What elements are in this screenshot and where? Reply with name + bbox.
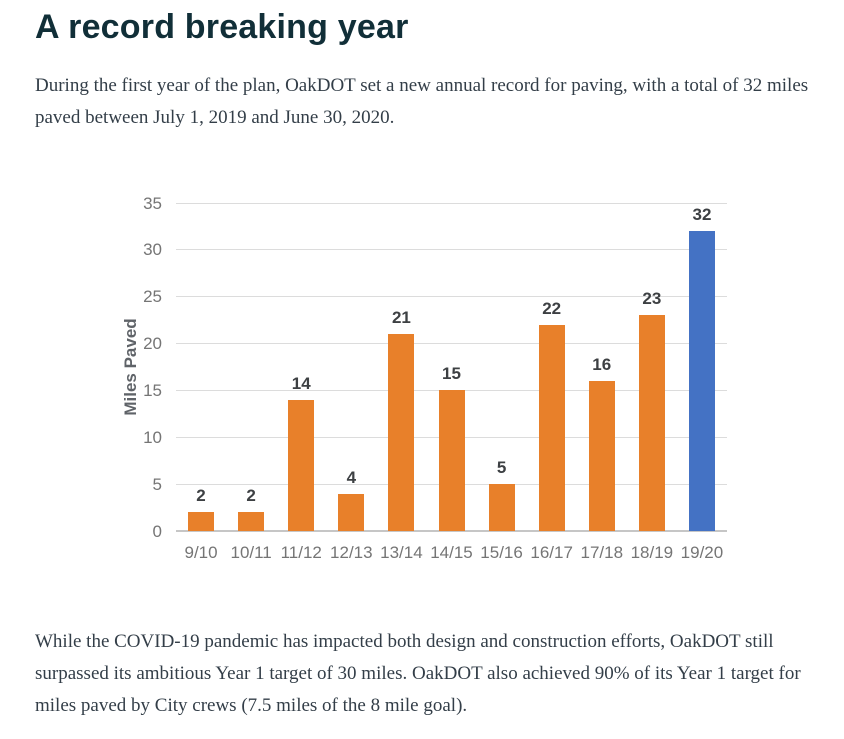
- gridline: [176, 249, 727, 251]
- x-tick-label: 19/20: [680, 543, 724, 562]
- bar: [688, 231, 715, 531]
- bar-value-label: 4: [346, 467, 357, 487]
- x-tick-label: 10/11: [230, 543, 272, 562]
- bar: [288, 399, 315, 531]
- bar: [488, 484, 515, 531]
- intro-paragraph: During the first year of the plan, OakDO…: [35, 75, 809, 128]
- gridline: [176, 389, 727, 391]
- bar-value-label: 23: [642, 289, 662, 309]
- gridline: [176, 436, 727, 438]
- bar: [638, 315, 665, 531]
- bar: [188, 512, 215, 531]
- x-tick-label: 16/17: [530, 543, 573, 562]
- x-tick-label: 12/13: [330, 543, 373, 562]
- bar-value-label: 14: [291, 373, 311, 393]
- y-tick-label: 25: [143, 287, 162, 307]
- gridline: [176, 296, 727, 298]
- page-title: A record breaking year: [35, 8, 409, 46]
- y-tick-label: 20: [143, 334, 162, 354]
- bar: [238, 512, 265, 531]
- x-tick-label: 14/15: [430, 543, 473, 562]
- bar: [538, 324, 565, 531]
- x-tick-label: 18/19: [630, 543, 674, 562]
- gridline: [176, 483, 727, 485]
- y-tick-label: 35: [143, 193, 162, 213]
- y-tick-label: 0: [152, 521, 162, 541]
- x-tick-label: 11/12: [280, 543, 322, 562]
- bar: [588, 381, 615, 531]
- bar-value-label: 16: [592, 355, 612, 375]
- y-tick-label: 15: [143, 380, 162, 400]
- y-tick-label: 5: [152, 474, 162, 494]
- bar: [338, 493, 365, 531]
- y-tick-label: 30: [143, 240, 162, 260]
- y-tick-label: 10: [143, 427, 162, 447]
- bar-value-label: 32: [692, 205, 712, 225]
- gridline: [176, 343, 727, 345]
- gridline: [176, 202, 727, 204]
- y-axis-title: Miles Paved: [121, 318, 140, 416]
- x-tick-label: 15/16: [480, 543, 523, 562]
- bar-value-label: 21: [391, 308, 411, 328]
- bar-value-label: 2: [246, 486, 256, 506]
- x-tick-label: 13/14: [380, 543, 423, 562]
- bar: [388, 334, 415, 531]
- bar: [438, 390, 465, 531]
- bar-value-label: 5: [496, 458, 507, 478]
- outro-paragraph: While the COVID-19 pandemic has impacted…: [35, 631, 801, 716]
- bar-value-label: 22: [542, 298, 562, 318]
- bar-value-label: 15: [442, 364, 461, 384]
- x-axis-baseline: [176, 530, 727, 532]
- x-tick-label: 9/10: [184, 543, 218, 562]
- bar-value-label: 2: [196, 486, 206, 506]
- x-tick-label: 17/18: [580, 543, 624, 562]
